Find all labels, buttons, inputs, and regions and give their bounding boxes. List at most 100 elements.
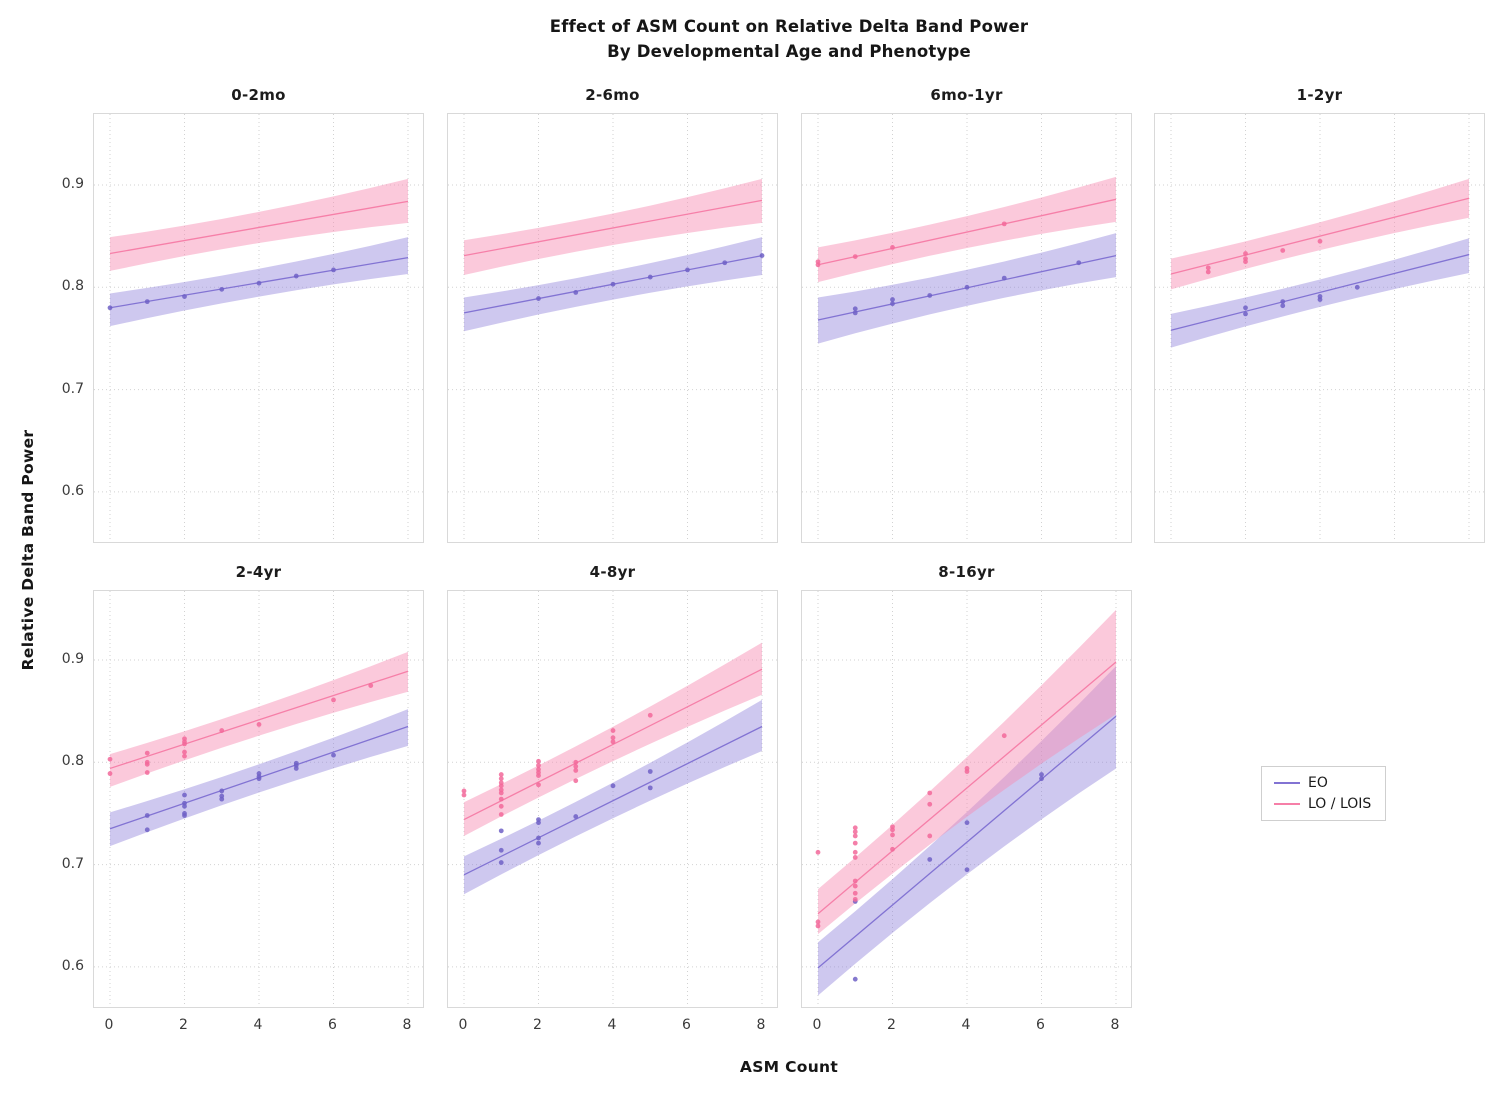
regression-line-lo	[109, 200, 409, 255]
regression-line-lo	[463, 199, 763, 257]
scatter-point-lo	[573, 759, 579, 765]
x-tick-label: 4	[607, 1017, 617, 1033]
scatter-point-eo	[498, 860, 504, 865]
scatter-point-lo	[368, 683, 374, 688]
scatter-point-lo	[498, 780, 504, 786]
scatter-point-lo	[498, 796, 504, 802]
ci-band-eo	[464, 699, 762, 895]
scatter-point-lo	[1001, 733, 1007, 739]
legend: EO LO / LOIS	[1261, 766, 1387, 821]
scatter-point-eo	[1001, 275, 1007, 281]
scatter-point-lo	[927, 801, 933, 807]
scatter-point-lo	[536, 767, 541, 772]
scatter-point-eo	[647, 785, 653, 791]
legend-label-eo: EO	[1308, 775, 1328, 791]
facet-title-6mo-1yr: 6mo-1yr	[930, 86, 1003, 104]
scatter-point-lo	[852, 883, 858, 889]
scatter-point-lo	[852, 896, 858, 902]
scatter-point-eo	[685, 267, 690, 273]
scatter-point-eo	[182, 792, 187, 798]
scatter-point-eo	[722, 260, 728, 266]
y-tick-label: 0.6	[61, 482, 84, 499]
scatter-point-eo	[964, 820, 970, 826]
x-tick-label: 6	[1036, 1017, 1045, 1033]
y-tick-label: 0.6	[61, 957, 84, 974]
scatter-point-lo	[890, 832, 895, 838]
scatter-point-eo	[1243, 305, 1248, 311]
scatter-point-lo	[536, 782, 541, 788]
facet-plot-8-16yr	[802, 591, 1131, 1007]
scatter-point-eo	[536, 296, 541, 301]
scatter-point-lo	[331, 697, 336, 703]
scatter-point-eo	[182, 811, 187, 816]
x-tick-label: 0	[458, 1017, 468, 1033]
scatter-point-lo	[498, 776, 504, 782]
scatter-point-lo	[498, 772, 504, 777]
scatter-point-eo	[759, 253, 765, 258]
regression-line-lo	[1170, 197, 1470, 275]
facet-plot-0-2mo	[94, 114, 423, 542]
scatter-point-lo	[1001, 221, 1007, 227]
ci-band-lo	[110, 178, 408, 271]
scatter-point-eo	[182, 294, 187, 299]
scatter-point-eo	[1354, 284, 1360, 290]
scatter-point-lo	[256, 722, 262, 727]
scatter-point-lo	[1243, 251, 1248, 256]
regression-line-lo	[109, 670, 409, 770]
scatter-point-lo	[815, 849, 821, 855]
scatter-point-eo	[498, 828, 504, 834]
facet-title-1-2yr: 1-2yr	[1296, 86, 1343, 104]
scatter-point-eo	[852, 310, 858, 316]
scatter-point-lo	[852, 840, 858, 846]
scatter-point-lo	[182, 736, 187, 742]
scatter-point-lo	[461, 788, 467, 794]
scatter-point-lo	[144, 770, 150, 775]
scatter-point-lo	[1280, 248, 1286, 253]
scatter-point-lo	[1205, 265, 1211, 271]
eo-line-swatch	[1274, 782, 1300, 784]
lo-lois-line-swatch	[1274, 803, 1300, 805]
scatter-point-eo	[536, 835, 541, 841]
facet-panel-8-16yr	[801, 590, 1132, 1008]
scatter-point-lo	[182, 749, 187, 755]
facet-title-8-16yr: 8-16yr	[938, 563, 995, 581]
regression-line-eo	[463, 725, 763, 876]
facet-panel-4-8yr	[447, 590, 778, 1008]
scatter-point-lo	[219, 728, 225, 733]
scatter-point-eo	[1280, 299, 1286, 305]
scatter-point-lo	[1205, 269, 1211, 275]
scatter-point-eo	[498, 847, 504, 853]
scatter-point-eo	[107, 305, 113, 311]
y-tick-label: 0.9	[61, 651, 84, 667]
scatter-point-lo	[144, 750, 150, 756]
scatter-point-eo	[927, 293, 933, 298]
x-tick-label: 4	[961, 1017, 971, 1033]
scatter-point-eo	[1243, 311, 1248, 317]
scatter-point-eo	[536, 840, 541, 846]
scatter-point-lo	[610, 735, 616, 741]
x-tick-label: 8	[1110, 1017, 1120, 1033]
facet-plot-2-6mo	[448, 114, 777, 542]
scatter-point-lo	[890, 824, 895, 830]
regression-line-lo	[817, 661, 1117, 915]
scatter-point-eo	[144, 827, 150, 833]
facet-panel-1-2yr	[1154, 113, 1485, 543]
figure-title-line2: By Developmental Age and Phenotype	[607, 41, 971, 61]
legend-label-lo-lois: LO / LOIS	[1308, 796, 1372, 812]
scatter-point-eo	[964, 284, 970, 290]
scatter-point-lo	[610, 728, 616, 733]
scatter-point-eo	[647, 769, 653, 774]
scatter-point-lo	[852, 855, 858, 860]
ci-band-eo	[818, 666, 1116, 996]
scatter-point-lo	[852, 254, 858, 260]
scatter-point-lo	[852, 890, 858, 896]
scatter-point-eo	[964, 867, 970, 873]
ci-band-lo	[818, 176, 1116, 283]
facet-title-4-8yr: 4-8yr	[589, 563, 636, 581]
regression-line-eo	[1170, 253, 1470, 331]
x-tick-label: 4	[253, 1017, 263, 1033]
scatter-point-eo	[536, 817, 541, 822]
scatter-point-eo	[610, 783, 616, 789]
scatter-point-lo	[182, 753, 187, 759]
scatter-point-lo	[107, 756, 113, 762]
